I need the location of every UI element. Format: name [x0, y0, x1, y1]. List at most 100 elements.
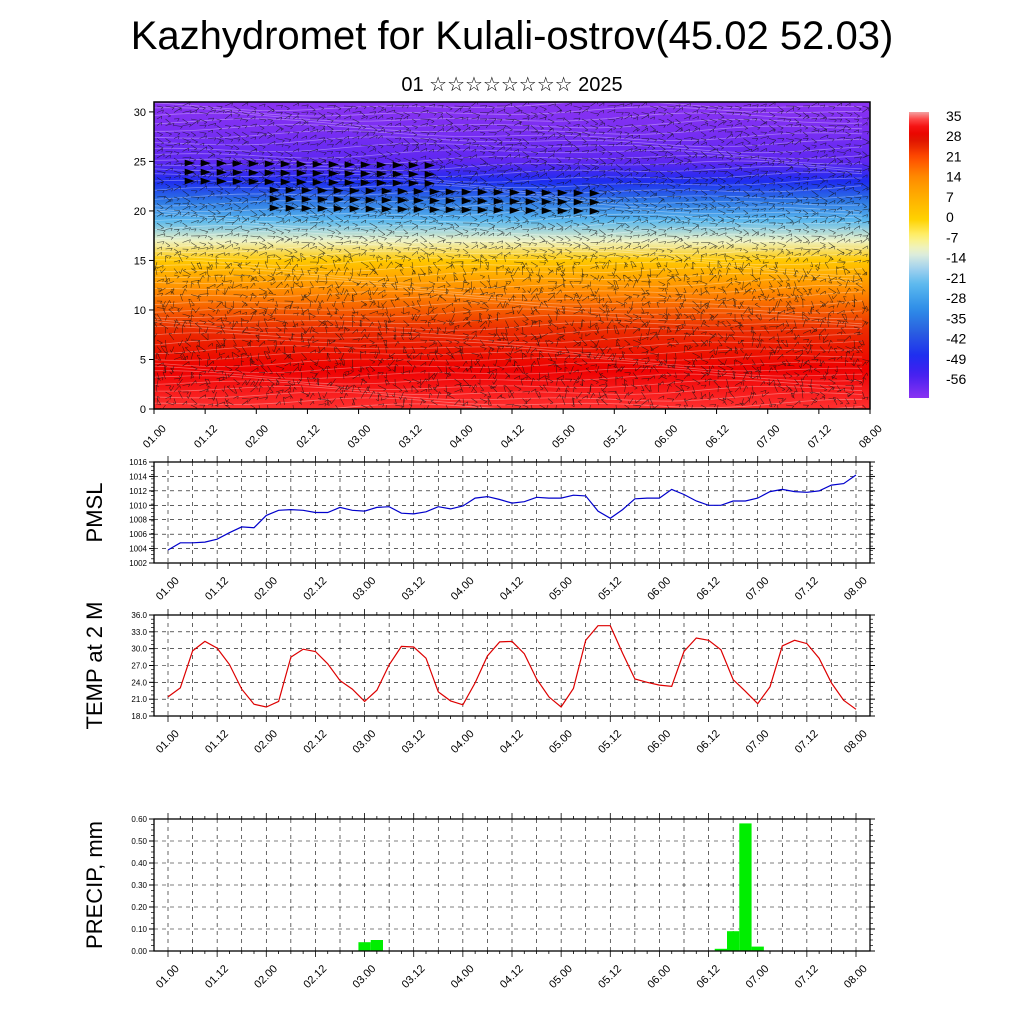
x-tick-label: 01.12	[203, 728, 231, 756]
x-tick-label: 01.12	[192, 423, 220, 451]
isotherm-line	[154, 278, 863, 290]
colorbar-label: 7	[946, 189, 954, 205]
isotherm-line	[154, 118, 863, 129]
y-tick-label: 1006	[129, 530, 147, 539]
y-tick-label: 1012	[129, 487, 147, 496]
x-tick-label: 03.00	[350, 575, 378, 603]
isotherm-line	[154, 385, 863, 396]
x-tick-label: 01.00	[154, 963, 182, 991]
isotherm-line	[154, 112, 863, 122]
x-tick-label: 07.00	[744, 963, 772, 991]
colorbar-label: -7	[946, 229, 959, 245]
x-tick-label: 07.12	[793, 963, 821, 991]
x-tick-label: 01.12	[203, 575, 231, 603]
y-tick-label: 30.0	[131, 645, 147, 654]
y-tick-label: 0.50	[131, 837, 147, 846]
colorbar-label: -42	[946, 331, 966, 347]
x-tick-label: 02.12	[294, 423, 322, 451]
x-tick-label: 06.12	[694, 575, 722, 603]
isotherm-line	[154, 296, 863, 307]
x-tick-label: 04.00	[448, 423, 476, 451]
pmsl-panel: 1002 1004 1006 1008 1010 1012 1014 1016 01.00 01.…	[82, 456, 875, 603]
precip-bar	[727, 931, 740, 951]
x-tick-label: 07.12	[793, 575, 821, 603]
isotherm-line	[154, 213, 863, 223]
colorbar-label: -35	[946, 310, 966, 326]
colorbar-label: 28	[946, 128, 962, 144]
wind-barbs	[154, 102, 870, 409]
temp-axis-label: TEMP at 2 M	[82, 602, 107, 730]
x-tick-label: 07.12	[806, 423, 834, 451]
x-tick-label: 05.00	[547, 575, 575, 603]
precip-bar	[370, 940, 383, 951]
isotherm-line	[154, 207, 863, 218]
x-tick-label: 07.00	[744, 728, 772, 756]
x-tick-label: 04.00	[449, 728, 477, 756]
x-tick-label: 08.00	[842, 963, 870, 991]
x-tick-label: 04.12	[498, 963, 526, 991]
x-tick-label: 02.00	[252, 963, 280, 991]
x-tick-label: 05.12	[596, 575, 624, 603]
x-tick-label: 02.12	[301, 728, 329, 756]
x-tick-label: 06.00	[645, 575, 673, 603]
precip-bar	[358, 942, 371, 951]
x-tick-label: 01.00	[141, 423, 169, 451]
x-tick-label: 06.12	[694, 728, 722, 756]
x-tick-label: 06.00	[652, 423, 680, 451]
temp-line	[167, 625, 857, 710]
x-tick-label: 06.12	[703, 423, 731, 451]
x-tick-label: 05.12	[601, 423, 629, 451]
isotherm-line	[154, 165, 863, 177]
x-tick-label: 06.00	[645, 963, 673, 991]
y-tick-label: 0.30	[131, 881, 147, 890]
x-tick-label: 03.12	[397, 423, 425, 451]
isotherm-line	[154, 351, 863, 361]
x-tick-label: 05.00	[550, 423, 578, 451]
colorbar-label: 35	[946, 108, 962, 124]
y-tick-label: 0.60	[131, 815, 147, 824]
colorbar-label: 0	[946, 209, 954, 225]
x-tick-label: 06.12	[694, 963, 722, 991]
isotherm-line	[154, 373, 863, 385]
pmsl-line	[167, 474, 857, 551]
y-tick-label: 18.0	[131, 712, 147, 721]
x-tick-label: 08.00	[842, 575, 870, 603]
precip-bar	[751, 946, 764, 951]
x-tick-label: 06.00	[645, 728, 673, 756]
cross-section-panel: 0 5 10 15 20 25 30 01.00 01.12 02.00 02.12 03.00 03.…	[134, 101, 885, 451]
colorbar-label: 21	[946, 148, 962, 164]
x-tick-label: 03.12	[400, 575, 428, 603]
isotherm-line	[154, 314, 863, 325]
jet-pennants	[184, 159, 600, 215]
x-tick-label: 03.00	[345, 423, 373, 451]
temperature-field	[154, 102, 870, 409]
colorbar-label: -21	[946, 270, 966, 286]
x-tick-label: 03.00	[350, 728, 378, 756]
isotherm-line	[154, 124, 863, 135]
y-tick-label: 27.0	[131, 662, 147, 671]
isotherm-line	[154, 231, 863, 243]
x-tick-label: 04.00	[449, 575, 477, 603]
isotherm-line	[154, 149, 863, 159]
isotherm-line	[154, 391, 863, 402]
x-tick-label: 01.12	[203, 963, 231, 991]
y-tick-label: 1008	[129, 516, 147, 525]
y-tick-label: 5	[140, 354, 146, 366]
pmsl-axis-label: PMSL	[82, 483, 107, 543]
y-tick-label: 25	[134, 156, 146, 168]
y-tick-label: 0.20	[131, 903, 147, 912]
y-tick-label: 1010	[129, 501, 147, 510]
y-tick-label: 1004	[129, 545, 147, 554]
y-tick-label: 1014	[129, 472, 147, 481]
colorbar-label: -49	[946, 351, 966, 367]
x-tick-label: 05.00	[547, 728, 575, 756]
x-tick-label: 08.00	[857, 423, 885, 451]
precip-bar	[714, 948, 727, 951]
y-tick-label: 0.10	[131, 925, 147, 934]
isotherm-line	[154, 102, 863, 112]
isotherm-line	[154, 326, 863, 338]
isotherm-line	[154, 261, 863, 273]
y-tick-label: 24.0	[131, 678, 147, 687]
colorbar: 35 28 21 14 7 0 -7 -14 -21 -28 -35 -42 -49 -56	[909, 108, 966, 398]
